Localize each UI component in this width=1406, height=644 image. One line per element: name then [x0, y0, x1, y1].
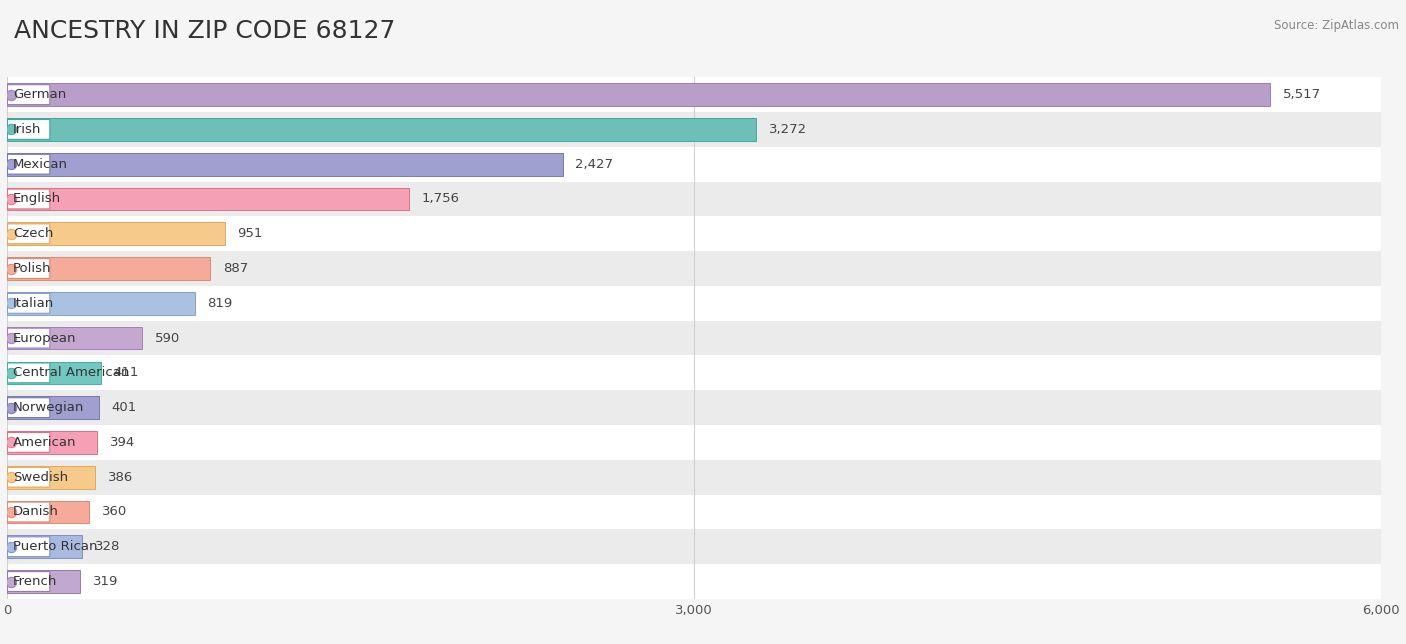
- Bar: [7, 251, 1381, 286]
- Text: Irish: Irish: [13, 123, 41, 136]
- Bar: [7, 118, 756, 141]
- Bar: [7, 570, 80, 593]
- Text: Source: ZipAtlas.com: Source: ZipAtlas.com: [1274, 19, 1399, 32]
- Bar: [7, 118, 756, 141]
- FancyBboxPatch shape: [7, 502, 49, 522]
- FancyBboxPatch shape: [7, 85, 49, 104]
- Text: Czech: Czech: [13, 227, 53, 240]
- FancyBboxPatch shape: [7, 363, 49, 383]
- Bar: [7, 292, 194, 315]
- Bar: [7, 495, 1381, 529]
- Bar: [7, 153, 562, 176]
- FancyBboxPatch shape: [7, 398, 49, 417]
- Text: 328: 328: [94, 540, 120, 553]
- Bar: [7, 431, 97, 454]
- Text: Danish: Danish: [13, 506, 59, 518]
- Bar: [7, 361, 101, 384]
- FancyBboxPatch shape: [7, 189, 49, 209]
- Text: English: English: [13, 193, 60, 205]
- Bar: [7, 529, 1381, 564]
- Text: European: European: [13, 332, 76, 345]
- Bar: [7, 83, 1270, 106]
- Text: 2,427: 2,427: [575, 158, 613, 171]
- Bar: [7, 153, 562, 176]
- Text: 5,517: 5,517: [1282, 88, 1320, 101]
- Text: Swedish: Swedish: [13, 471, 67, 484]
- Bar: [7, 222, 225, 245]
- FancyBboxPatch shape: [7, 259, 49, 278]
- FancyBboxPatch shape: [7, 537, 49, 556]
- Bar: [7, 257, 209, 280]
- FancyBboxPatch shape: [7, 155, 49, 174]
- FancyBboxPatch shape: [7, 120, 49, 139]
- Text: 819: 819: [207, 297, 232, 310]
- Bar: [7, 361, 101, 384]
- FancyBboxPatch shape: [7, 224, 49, 243]
- Bar: [7, 112, 1381, 147]
- FancyBboxPatch shape: [7, 468, 49, 487]
- Bar: [7, 355, 1381, 390]
- Text: Polish: Polish: [13, 262, 51, 275]
- Bar: [7, 535, 82, 558]
- FancyBboxPatch shape: [7, 328, 49, 348]
- Text: Puerto Rican: Puerto Rican: [13, 540, 97, 553]
- Bar: [7, 570, 80, 593]
- Bar: [7, 216, 1381, 251]
- FancyBboxPatch shape: [7, 294, 49, 313]
- Text: 887: 887: [222, 262, 247, 275]
- Text: Italian: Italian: [13, 297, 53, 310]
- Bar: [7, 396, 98, 419]
- Bar: [7, 182, 1381, 216]
- Text: 360: 360: [103, 506, 128, 518]
- Text: 3,272: 3,272: [769, 123, 807, 136]
- Bar: [7, 286, 1381, 321]
- Text: Central American: Central American: [13, 366, 129, 379]
- Text: ANCESTRY IN ZIP CODE 68127: ANCESTRY IN ZIP CODE 68127: [14, 19, 395, 43]
- Bar: [7, 327, 142, 350]
- Bar: [7, 257, 209, 280]
- Text: 590: 590: [155, 332, 180, 345]
- Text: 1,756: 1,756: [422, 193, 460, 205]
- Bar: [7, 292, 194, 315]
- Text: 411: 411: [114, 366, 139, 379]
- Bar: [7, 466, 96, 489]
- Bar: [7, 222, 225, 245]
- Bar: [7, 77, 1381, 112]
- Text: French: French: [13, 575, 58, 588]
- Text: 951: 951: [238, 227, 263, 240]
- Bar: [7, 187, 409, 211]
- Bar: [7, 425, 1381, 460]
- FancyBboxPatch shape: [7, 433, 49, 452]
- Bar: [7, 187, 409, 211]
- Text: 401: 401: [111, 401, 136, 414]
- Text: Mexican: Mexican: [13, 158, 67, 171]
- Bar: [7, 396, 98, 419]
- Text: Norwegian: Norwegian: [13, 401, 84, 414]
- Bar: [7, 390, 1381, 425]
- Bar: [7, 460, 1381, 495]
- Bar: [7, 147, 1381, 182]
- Bar: [7, 321, 1381, 355]
- Bar: [7, 431, 97, 454]
- FancyBboxPatch shape: [7, 572, 49, 591]
- Bar: [7, 535, 82, 558]
- Text: 394: 394: [110, 436, 135, 449]
- Bar: [7, 500, 90, 524]
- Text: 386: 386: [108, 471, 134, 484]
- Bar: [7, 83, 1270, 106]
- Bar: [7, 500, 90, 524]
- Bar: [7, 327, 142, 350]
- Bar: [7, 466, 96, 489]
- Text: German: German: [13, 88, 66, 101]
- Bar: [7, 564, 1381, 599]
- Text: 319: 319: [93, 575, 118, 588]
- Text: American: American: [13, 436, 76, 449]
